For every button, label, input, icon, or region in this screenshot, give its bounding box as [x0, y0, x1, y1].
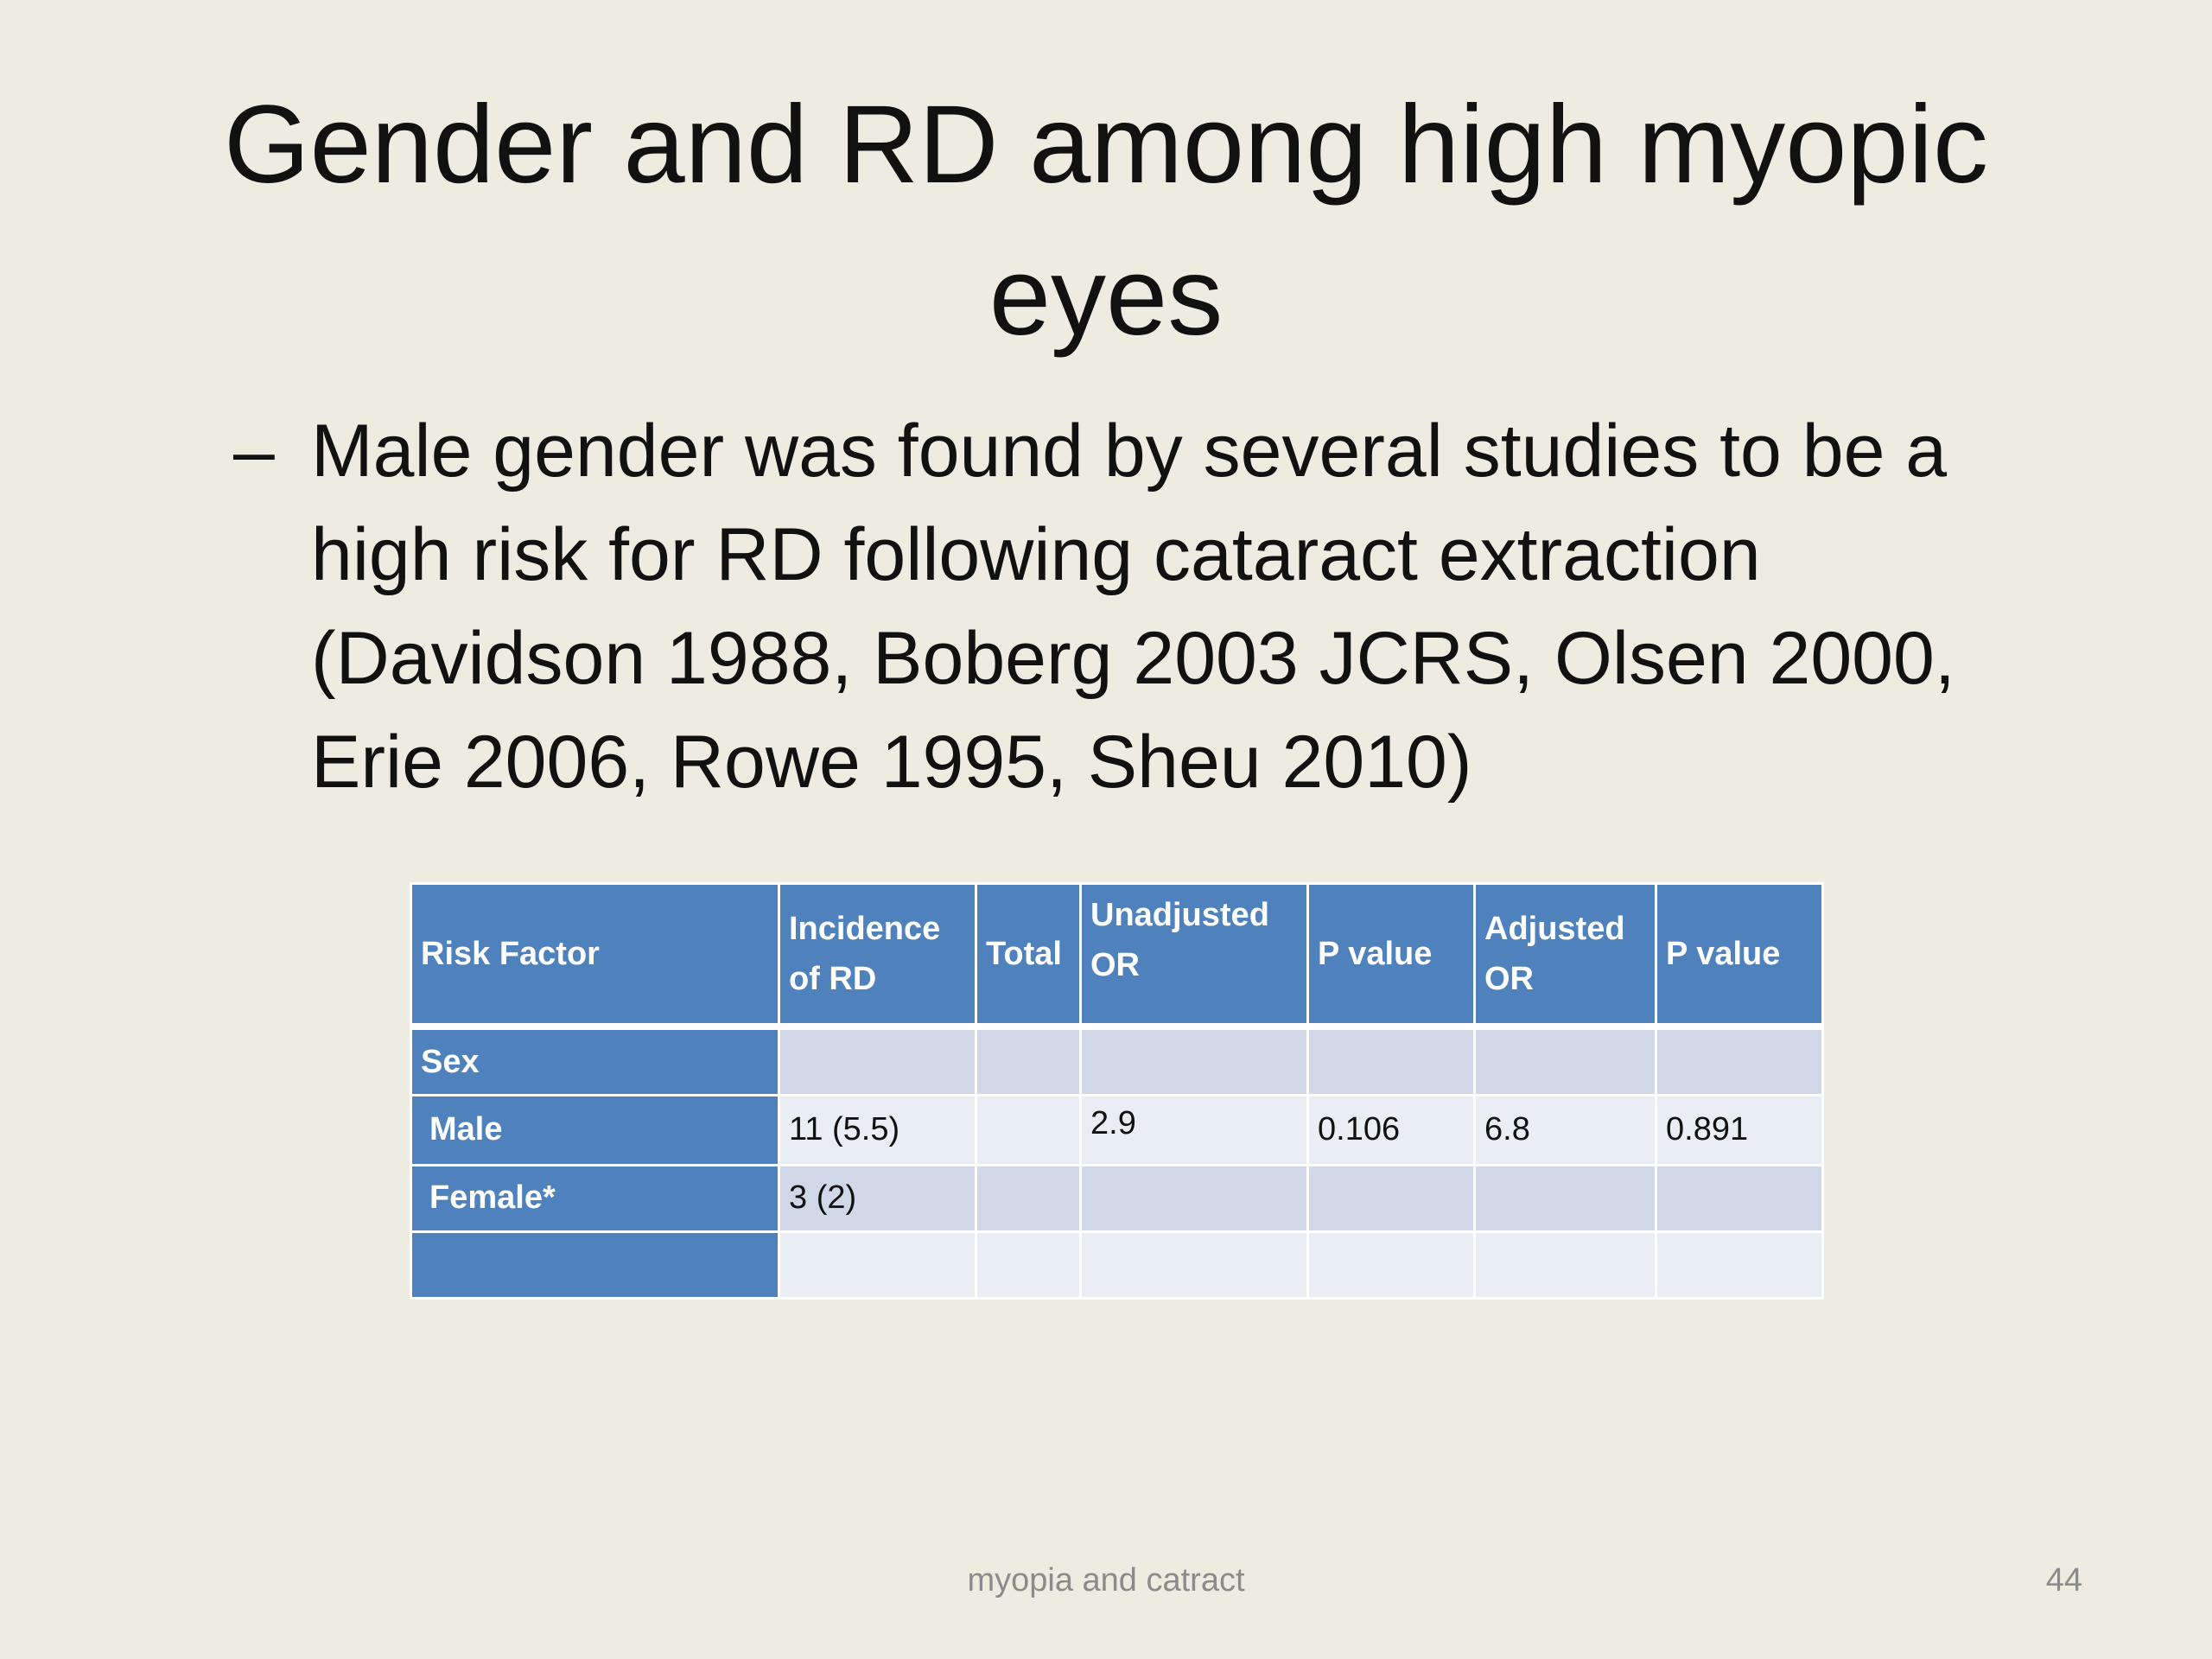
cell-adjusted-or	[1473, 1230, 1657, 1300]
header-p-value-1: P value	[1306, 882, 1476, 1030]
cell-unadjusted-or	[1079, 1025, 1309, 1097]
bullet-text: Male gender was found by several studies…	[311, 410, 1955, 804]
page-number: 44	[2045, 1562, 2082, 1599]
row-label	[410, 1230, 780, 1300]
cell-incidence	[778, 1025, 977, 1097]
cell-incidence	[778, 1230, 977, 1300]
table-row: Sex	[410, 1025, 1824, 1097]
header-unadjusted-or: Unadjusted OR	[1079, 882, 1309, 1030]
row-label: Sex	[410, 1025, 780, 1097]
cell-p-value-2	[1655, 1025, 1824, 1097]
cell-adjusted-or	[1473, 1163, 1657, 1233]
header-total: Total	[975, 882, 1082, 1030]
header-unadjusted-line-1: Unadjusted	[1090, 897, 1269, 933]
bullet-point: – Male gender was found by several studi…	[233, 399, 2074, 814]
header-adjusted-line-1: Adjusted	[1484, 911, 1625, 947]
table-row: Male 11 (5.5) 2.9 0.106 6.8 0.891	[410, 1094, 1824, 1166]
cell-unadjusted-or: 2.9	[1079, 1094, 1309, 1166]
row-label: Male	[410, 1094, 780, 1166]
cell-p-value-2	[1655, 1163, 1824, 1233]
cell-adjusted-or	[1473, 1025, 1657, 1097]
table-row: Female* 3 (2)	[410, 1163, 1824, 1233]
header-unadjusted-line-2: OR	[1090, 947, 1140, 983]
cell-p-value-1	[1306, 1230, 1476, 1300]
row-label: Female*	[410, 1163, 780, 1233]
cell-total	[975, 1094, 1082, 1166]
table-header-row: Risk Factor Incidence of RD Total Unadjus…	[410, 882, 1824, 1030]
header-adjusted-or: Adjusted OR	[1473, 882, 1657, 1030]
cell-p-value-1	[1306, 1163, 1476, 1233]
risk-factor-table: Risk Factor Incidence of RD Total Unadjus…	[410, 882, 1824, 1300]
cell-p-value-1	[1306, 1025, 1476, 1097]
header-incidence-line-2: of RD	[789, 961, 877, 997]
cell-total	[975, 1163, 1082, 1233]
cell-unadjusted-or	[1079, 1230, 1309, 1300]
cell-p-value-2: 0.891	[1655, 1094, 1824, 1166]
cell-incidence: 3 (2)	[778, 1163, 977, 1233]
header-adjusted-line-2: OR	[1484, 961, 1534, 997]
header-incidence-line-1: Incidence	[789, 911, 941, 947]
title-line-2: eyes	[988, 235, 1224, 359]
header-incidence-of-rd: Incidence of RD	[778, 882, 977, 1030]
header-p-value-2: P value	[1655, 882, 1824, 1030]
bullet-marker: –	[233, 410, 275, 493]
slide-title: Gender and RD among high myopic eyes	[156, 69, 2056, 373]
cell-total	[975, 1025, 1082, 1097]
title-line-1: Gender and RD among high myopic	[224, 83, 1988, 207]
cell-total	[975, 1230, 1082, 1300]
footer-text: myopia and catract	[967, 1562, 1245, 1599]
table-row	[410, 1230, 1824, 1300]
cell-p-value-1: 0.106	[1306, 1094, 1476, 1166]
cell-incidence: 11 (5.5)	[778, 1094, 977, 1166]
cell-p-value-2	[1655, 1230, 1824, 1300]
cell-unadjusted-or	[1079, 1163, 1309, 1233]
header-risk-factor: Risk Factor	[410, 882, 780, 1030]
cell-adjusted-or: 6.8	[1473, 1094, 1657, 1166]
